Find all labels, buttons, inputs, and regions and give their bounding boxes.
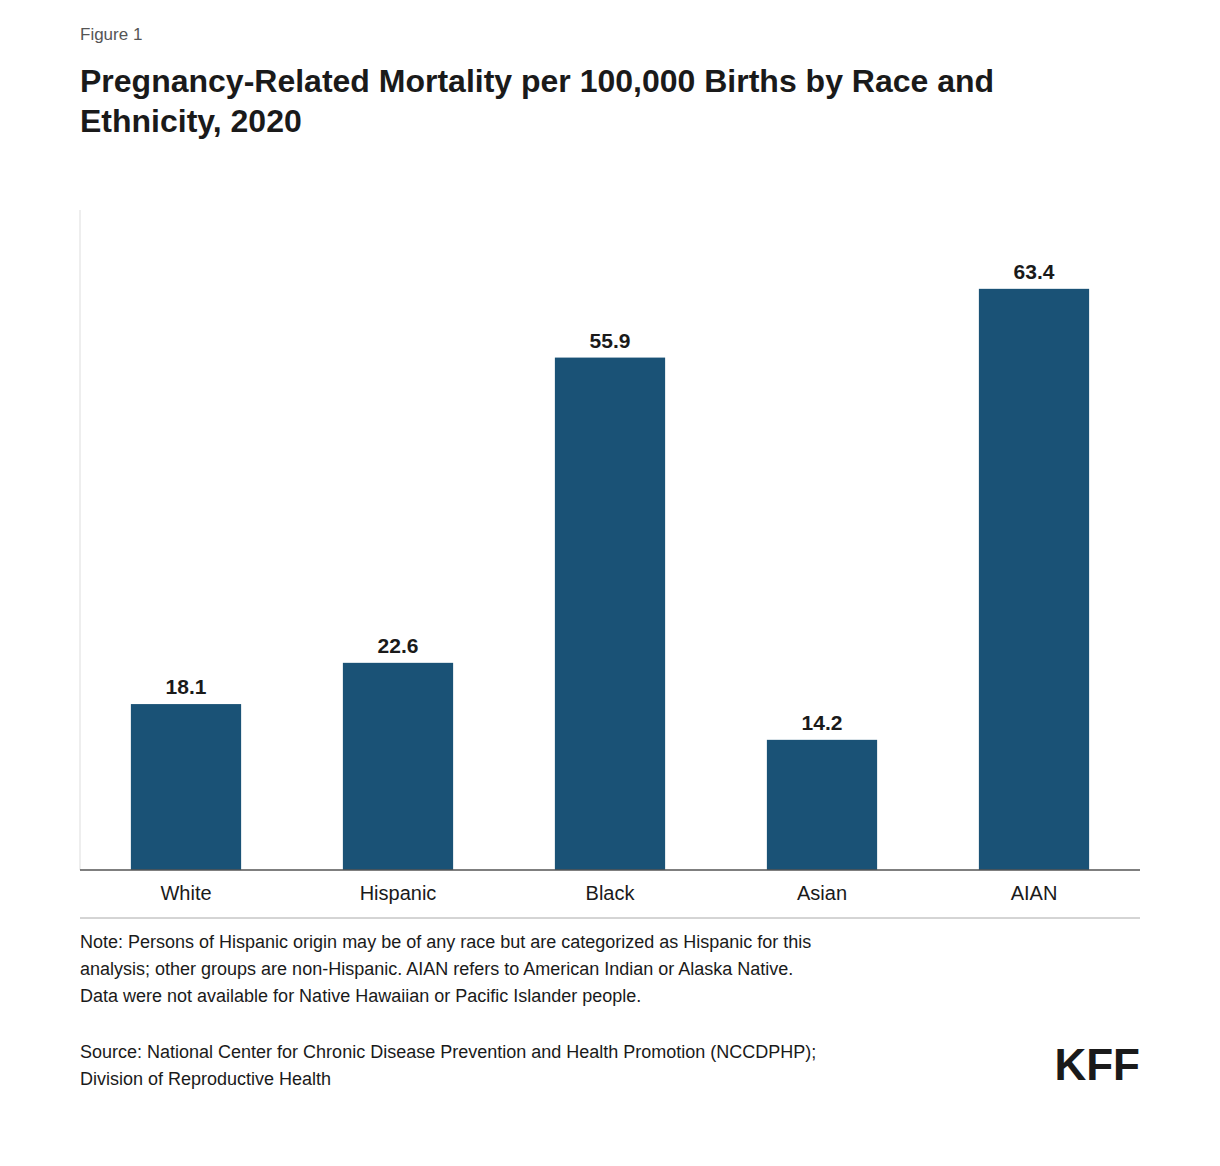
data-label: 18.1 bbox=[166, 675, 207, 698]
x-tick-label: Black bbox=[586, 882, 636, 904]
title: Pregnancy-Related Mortality per 100,000 … bbox=[80, 63, 994, 139]
source-line: Division of Reproductive Health bbox=[80, 1069, 331, 1089]
chart: Figure 1 Pregnancy-Related Mortality per … bbox=[0, 0, 1220, 1166]
x-tick-label: Asian bbox=[797, 882, 847, 904]
data-label: 22.6 bbox=[378, 634, 419, 657]
separator bbox=[80, 918, 1140, 919]
source-line: Source: National Center for Chronic Dise… bbox=[80, 1042, 816, 1062]
title-line: Pregnancy-Related Mortality per 100,000 … bbox=[80, 63, 994, 99]
title-line: Ethnicity, 2020 bbox=[80, 103, 302, 139]
data-label: 63.4 bbox=[1014, 260, 1055, 283]
source: Source: National Center for Chronic Dise… bbox=[80, 1042, 816, 1089]
x-tick-label: White bbox=[160, 882, 211, 904]
x-tick-label: Hispanic bbox=[360, 882, 437, 904]
bar bbox=[343, 663, 453, 870]
logo: KFF bbox=[1054, 1040, 1140, 1089]
figure-label: Figure 1 bbox=[80, 25, 142, 44]
data-label: 14.2 bbox=[802, 711, 843, 734]
x-axis-line bbox=[80, 869, 1140, 871]
y-axis-line bbox=[80, 210, 81, 870]
bar bbox=[979, 289, 1089, 870]
bars bbox=[131, 289, 1089, 870]
bar bbox=[131, 704, 241, 870]
bar bbox=[767, 740, 877, 870]
note-line: analysis; other groups are non-Hispanic.… bbox=[80, 959, 793, 979]
note: Note: Persons of Hispanic origin may be … bbox=[80, 932, 811, 1006]
data-label: 55.9 bbox=[590, 329, 631, 352]
note-line: Note: Persons of Hispanic origin may be … bbox=[80, 932, 811, 952]
bar bbox=[555, 358, 665, 870]
note-line: Data were not available for Native Hawai… bbox=[80, 986, 641, 1006]
x-tick-label: AIAN bbox=[1011, 882, 1058, 904]
